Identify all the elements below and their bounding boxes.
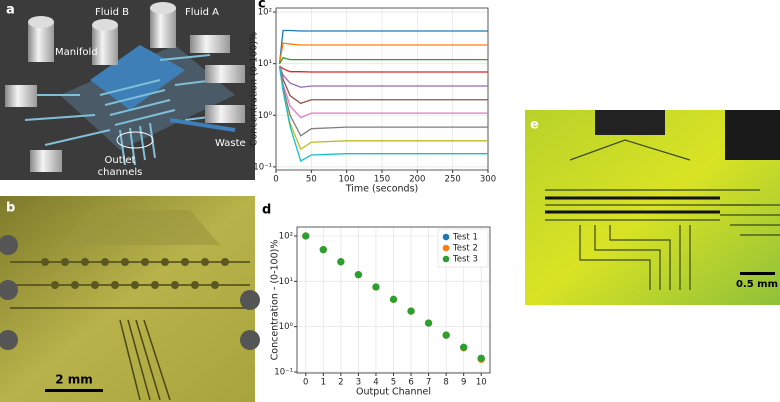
- series-line: [278, 29, 488, 64]
- x-tick-label: 100: [339, 175, 355, 185]
- label: Fluid A: [185, 7, 219, 18]
- panel-letter: e: [530, 118, 539, 133]
- feature: [725, 110, 780, 160]
- x-tick-label: 0: [273, 175, 278, 185]
- legend-marker: [442, 233, 450, 241]
- point: [424, 319, 433, 327]
- panel-a: a Fluid B Fluid A Manifold Outlet channe…: [0, 0, 255, 180]
- x-tick-label: 6: [408, 378, 413, 388]
- x-tick-label: 9: [461, 378, 466, 388]
- point: [442, 331, 450, 339]
- y-tick-label: 10¹: [258, 59, 272, 69]
- scale-bar: [740, 272, 775, 275]
- x-tick-label: 7: [426, 378, 431, 388]
- channels: [545, 139, 780, 290]
- legend-label: Test 3: [452, 255, 478, 265]
- manifold-shape: [90, 45, 185, 110]
- series-line: [278, 42, 488, 64]
- y-tick-label: 10⁰: [258, 111, 273, 121]
- x-tick-label: 4: [373, 378, 378, 388]
- legend-label: Test 1: [452, 233, 478, 243]
- scale-label: 0.5 mm: [736, 279, 778, 290]
- series-line: [278, 65, 488, 162]
- point: [319, 246, 327, 254]
- y-tick-label: 10²: [258, 8, 272, 18]
- y-tick-label: 10²: [279, 232, 293, 242]
- point: [302, 232, 310, 240]
- y-tick-label: 10⁻¹: [253, 162, 272, 172]
- point: [389, 295, 398, 303]
- label: Waste: [215, 138, 246, 149]
- panel-e: 0.5 mm e: [525, 110, 780, 305]
- point: [460, 343, 468, 351]
- x-tick-label: 10: [476, 378, 487, 388]
- panel-b: 2 mm b: [0, 196, 260, 402]
- panel-letter: b: [6, 201, 15, 216]
- plot-frame: [296, 226, 491, 374]
- x-tick-label: 8: [443, 378, 448, 388]
- label: Fluid B: [95, 7, 129, 18]
- x-axis-label: Output Channel: [356, 387, 431, 398]
- outlet-ellipse: [116, 131, 154, 149]
- panel-letter: c: [258, 0, 266, 12]
- panel-letter: d: [262, 203, 271, 218]
- series-line: [278, 65, 488, 105]
- x-tick-label: 150: [374, 175, 390, 185]
- feature: [595, 110, 665, 135]
- series-line: [278, 65, 488, 88]
- y-axis-label: Concentration (0-100)%: [249, 32, 260, 146]
- x-tick-label: 3: [356, 378, 361, 388]
- x-tick-label: 200: [409, 175, 425, 185]
- point: [372, 283, 380, 291]
- y-tick-label: 10⁻¹: [274, 367, 293, 377]
- scale-label: 2 mm: [55, 373, 93, 387]
- point: [354, 271, 363, 279]
- y-tick-label: 10¹: [279, 277, 293, 287]
- x-tick-label: 0: [303, 378, 308, 388]
- scale-bar: [45, 389, 103, 392]
- series-line: [278, 57, 488, 65]
- x-tick-label: 300: [480, 175, 496, 185]
- ports: [0, 235, 260, 350]
- point: [407, 307, 415, 315]
- valves: [545, 196, 720, 214]
- x-axis-label: Time (seconds): [345, 184, 419, 195]
- channels: [20, 54, 236, 166]
- label: Outlet: [105, 155, 136, 166]
- y-axis-label: Concentration - (0-100)%: [270, 240, 281, 361]
- x-tick-label: 1: [321, 378, 326, 388]
- x-tick-label: 2: [338, 378, 343, 388]
- plot-frame: [275, 7, 489, 171]
- label: channels: [98, 167, 143, 178]
- label: Manifold: [55, 47, 98, 58]
- point: [477, 354, 485, 362]
- legend-label: Test 2: [452, 244, 478, 254]
- x-tick-label: 50: [306, 175, 317, 185]
- channels: [10, 261, 250, 401]
- legend-marker: [442, 244, 450, 252]
- y-tick-label: 10⁰: [279, 322, 294, 332]
- valves: [41, 258, 229, 289]
- panel-letter: a: [6, 3, 15, 18]
- point: [337, 258, 345, 266]
- cylinders: [5, 2, 245, 172]
- manifold: [60, 210, 220, 245]
- series-line: [279, 65, 488, 73]
- x-tick-label: 5: [391, 378, 396, 388]
- chip: [60, 45, 235, 150]
- x-tick-label: 250: [445, 175, 461, 185]
- legend-marker: [442, 255, 450, 263]
